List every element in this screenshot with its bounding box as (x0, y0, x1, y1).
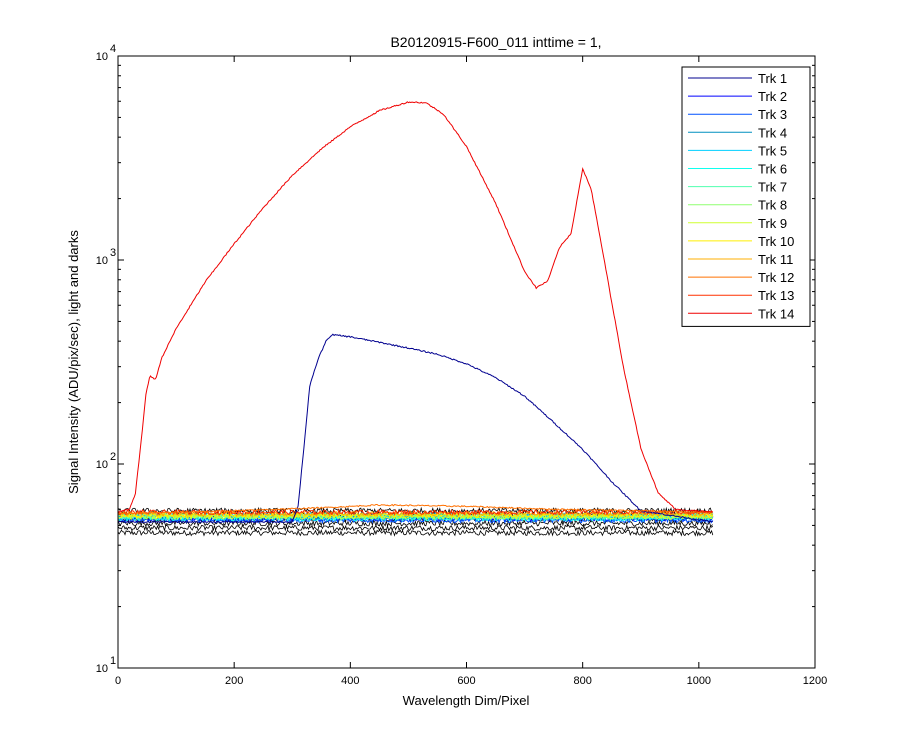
y-tick-exponent-10: 1 (110, 655, 116, 667)
legend-label-trk-7: Trk 7 (758, 180, 787, 195)
dark-trace-3 (117, 519, 714, 528)
x-tick-label-1200: 1200 (803, 675, 827, 687)
x-tick-label-200: 200 (225, 675, 243, 687)
y-tick-label-1000: 10 (96, 255, 108, 267)
legend-label-trk-10: Trk 10 (758, 234, 794, 249)
legend-label-trk-14: Trk 14 (758, 306, 794, 321)
legend-label-trk-12: Trk 12 (758, 270, 794, 285)
dark-trace-1 (117, 528, 714, 537)
legend-label-trk-3: Trk 3 (758, 107, 787, 122)
legend-label-trk-9: Trk 9 (758, 216, 787, 231)
y-tick-label-10000: 10 (96, 51, 108, 63)
series-line-trk-14 (117, 101, 713, 513)
y-tick-exponent-10000: 4 (110, 43, 116, 55)
legend-label-trk-1: Trk 1 (758, 71, 787, 86)
y-tick-exponent-100: 2 (110, 451, 116, 463)
legend-label-trk-2: Trk 2 (758, 89, 787, 104)
legend-label-trk-5: Trk 5 (758, 143, 787, 158)
x-tick-label-0: 0 (115, 675, 121, 687)
x-tick-label-1000: 1000 (687, 675, 711, 687)
x-tick-label-800: 800 (573, 675, 591, 687)
y-axis-title: Signal Intensity (ADU/pix/sec), light an… (66, 230, 81, 494)
series-layer (117, 101, 714, 537)
x-tick-label-400: 400 (341, 675, 359, 687)
legend-label-trk-11: Trk 11 (758, 252, 793, 267)
y-tick-label-10: 10 (96, 663, 108, 675)
chart-title: B20120915-F600_011 inttime = 1, (390, 34, 601, 50)
legend-box (681, 66, 811, 327)
series-line-trk-12 (117, 503, 713, 515)
x-tick-label-600: 600 (457, 675, 475, 687)
dark-trace-2 (117, 523, 714, 533)
legend-label-trk-13: Trk 13 (758, 288, 794, 303)
x-axis-title: Wavelength Dim/Pixel (403, 693, 530, 708)
legend-label-trk-4: Trk 4 (758, 125, 787, 140)
series-line-trk-13 (117, 508, 714, 517)
legend: Trk 1 Trk 2 Trk 3 Trk 4 Trk 5 Trk 6 Trk 7 Trk 8… (681, 66, 811, 327)
legend-label-trk-8: Trk 8 (758, 198, 787, 213)
y-tick-exponent-1000: 3 (110, 247, 116, 259)
y-tick-label-100: 10 (96, 459, 108, 471)
legend-label-trk-6: Trk 6 (758, 162, 787, 177)
series-line-trk-9 (117, 513, 714, 521)
series-line-trk-1 (117, 333, 713, 524)
